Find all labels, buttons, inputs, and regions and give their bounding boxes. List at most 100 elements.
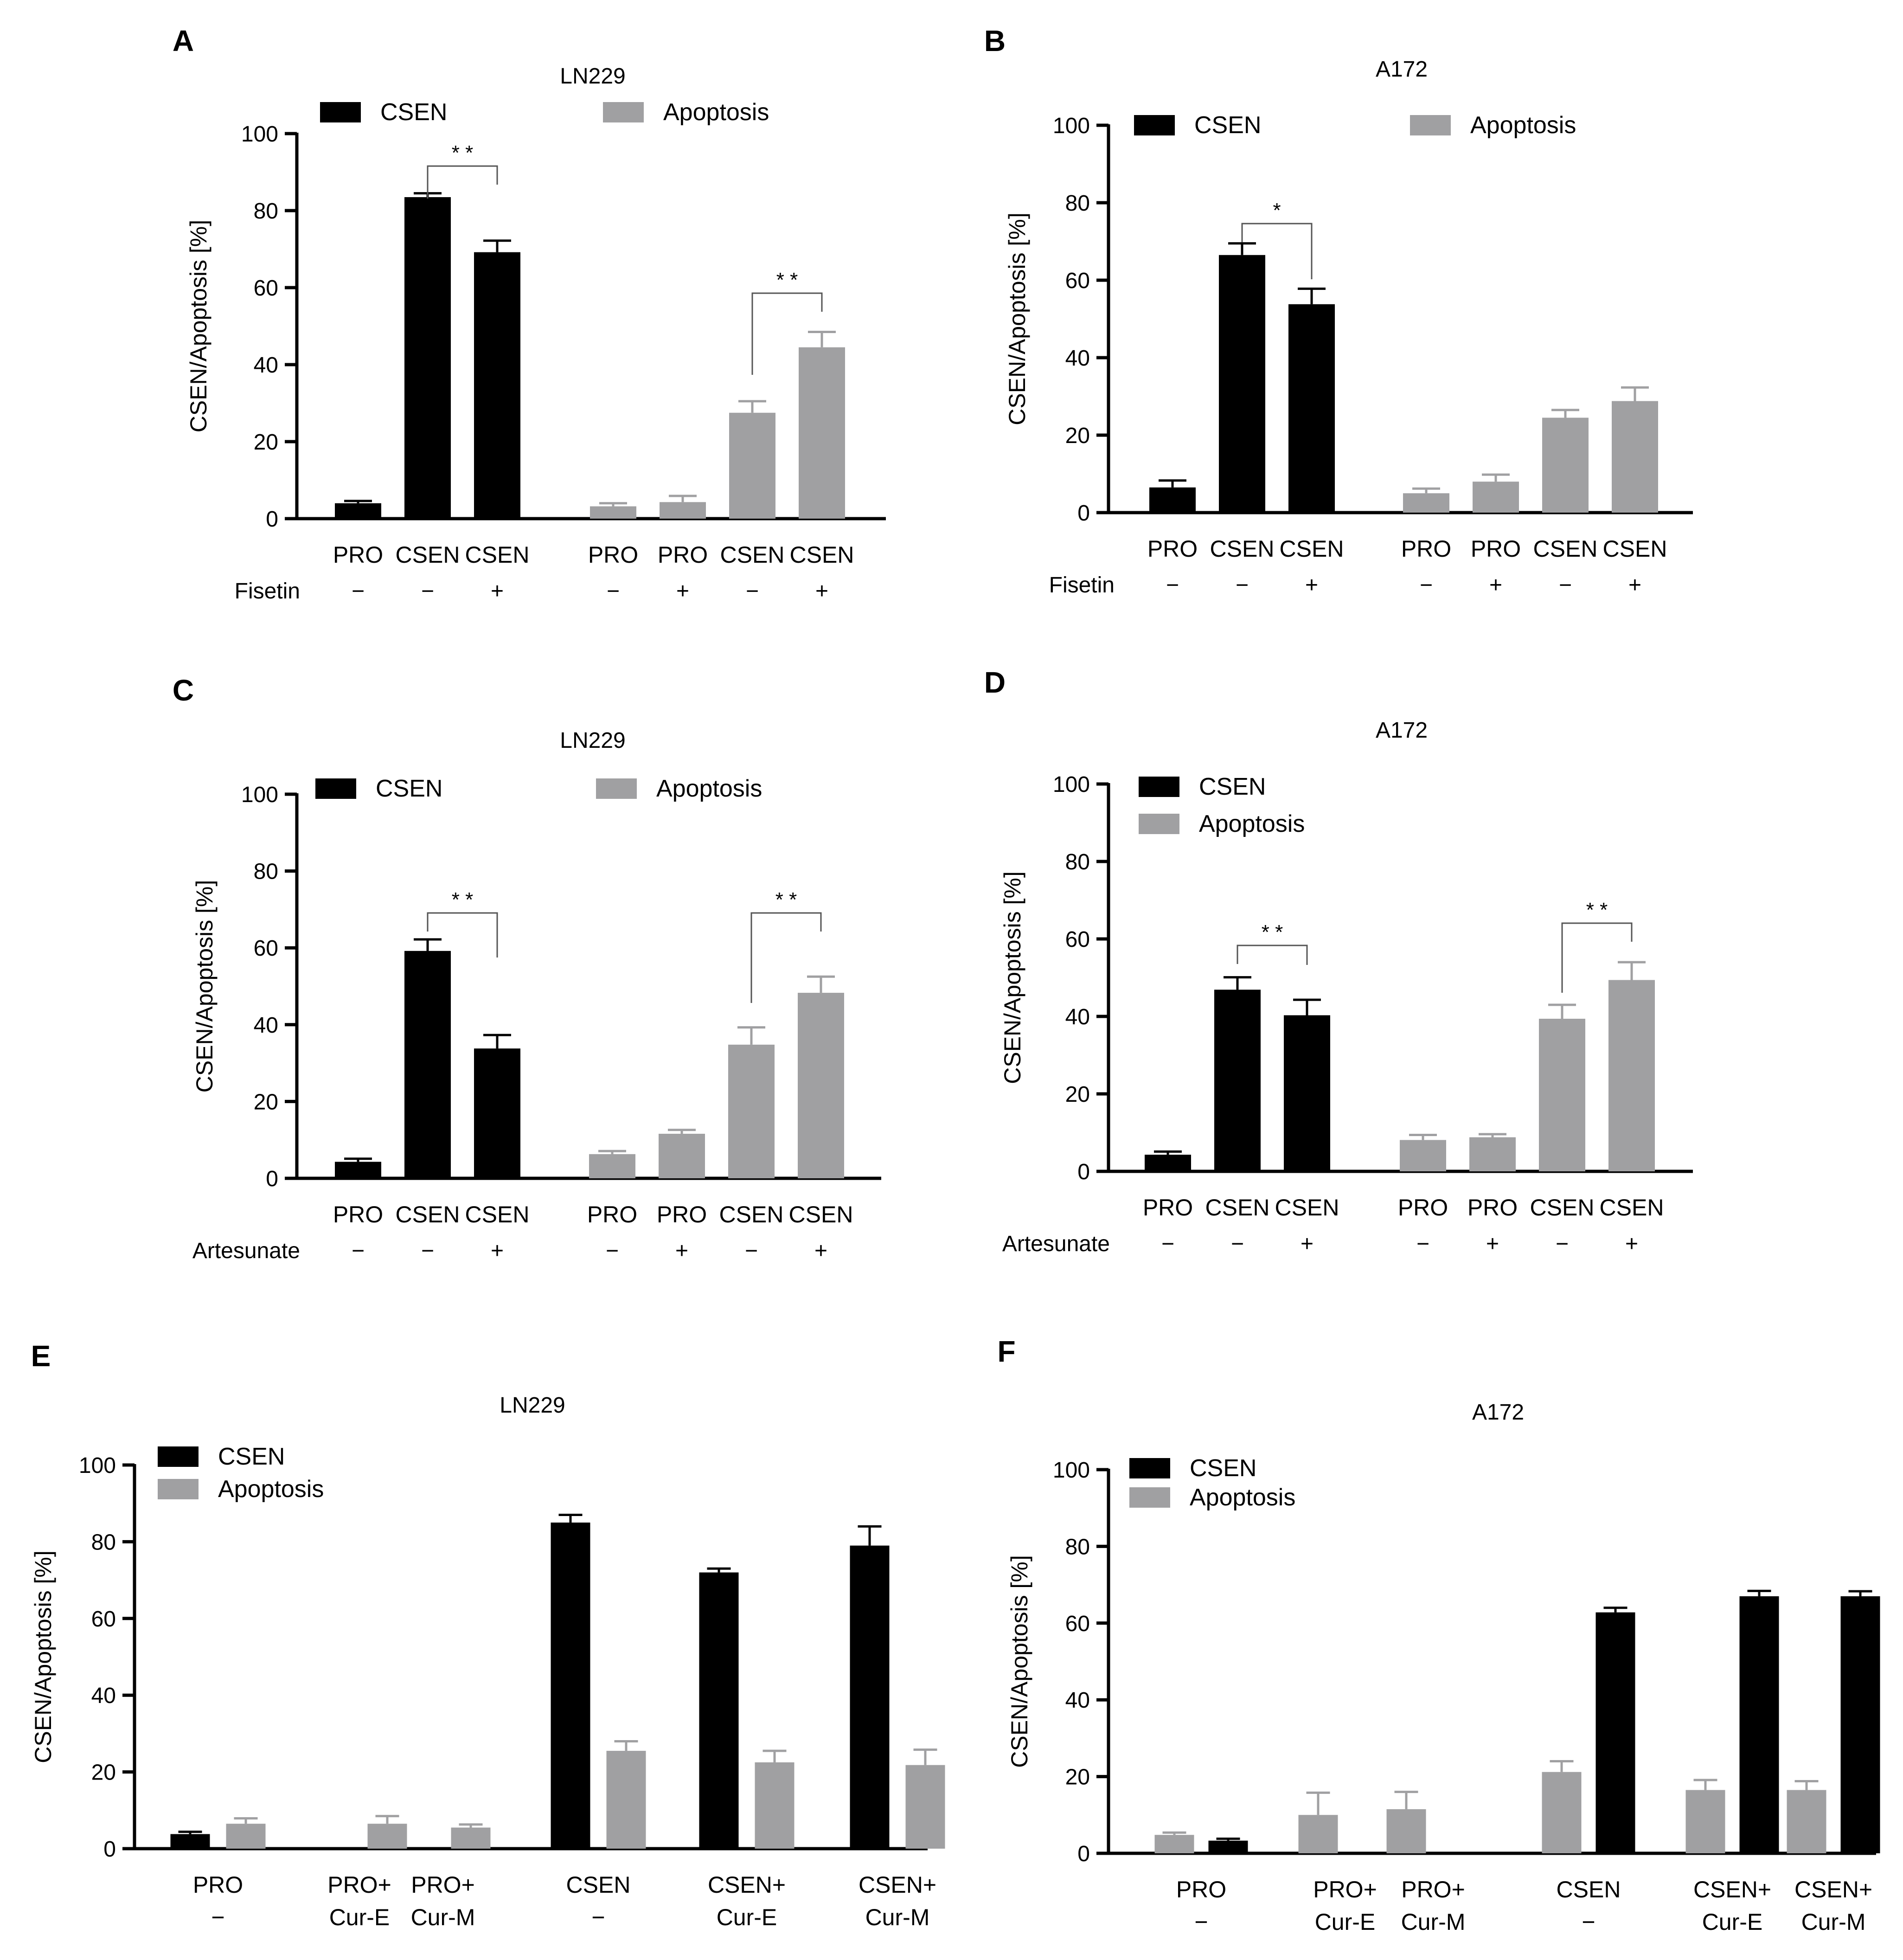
x-category-label: CSEN+ [859, 1872, 936, 1898]
panel-e: E LN229 0 20 40 60 80 100 CSEN/Apoptosis [%] CSEN… [30, 1339, 945, 1930]
x-category-label: CSEN+ [1794, 1876, 1872, 1902]
treatment-label: Artesunate [192, 1239, 300, 1263]
significance-bracket [1237, 945, 1308, 965]
x-category-sublabel: − [591, 1904, 605, 1930]
bar-apoptosis [1400, 1140, 1446, 1171]
x-category-sublabel: Cur-M [1401, 1909, 1466, 1935]
bar-csen [699, 1572, 739, 1849]
x-category-label: PRO [588, 542, 638, 568]
bar-apoptosis [1542, 1772, 1582, 1853]
bar-apoptosis [1469, 1137, 1516, 1171]
y-tick-label: 100 [1053, 1458, 1090, 1483]
bar-csen [1149, 487, 1196, 513]
y-tick-label: 0 [1077, 1842, 1090, 1866]
x-category-label: PRO [1143, 1195, 1193, 1221]
bar-apoptosis [1154, 1835, 1194, 1853]
legend-swatch-apoptosis [1410, 115, 1451, 135]
legend-label-csen: CSEN [218, 1443, 285, 1470]
bar-apoptosis [755, 1762, 795, 1849]
chart-title: A172 [1472, 1400, 1524, 1425]
panel-letter: D [984, 666, 1006, 699]
panel-letter: C [173, 674, 194, 707]
y-tick-label: 20 [91, 1761, 116, 1785]
x-category-label: PRO [657, 1202, 707, 1227]
x-category-label: CSEN [1533, 536, 1598, 562]
significance-bracket [751, 292, 823, 375]
significance-label: * * [775, 888, 797, 911]
x-category-sublabel: Cur-M [411, 1904, 475, 1930]
x-category-label: PRO+ [1313, 1876, 1377, 1902]
legend-swatch-csen [1139, 777, 1179, 797]
y-tick-label: 40 [254, 353, 278, 378]
y-tick-label: 40 [1065, 1688, 1090, 1713]
y-axis-label: CSEN/Apoptosis [%] [186, 220, 211, 433]
legend-label-csen: CSEN [376, 775, 442, 802]
significance-label: * * [1262, 921, 1283, 944]
bar-apoptosis [1612, 401, 1658, 513]
y-tick-label: 60 [91, 1607, 116, 1632]
bar-apoptosis [728, 1044, 775, 1178]
y-axis-label: CSEN/Apoptosis [%] [1000, 871, 1025, 1084]
legend-swatch-csen [315, 778, 356, 799]
x-category-sublabel: − [211, 1904, 224, 1930]
y-tick-label: 0 [266, 1167, 278, 1191]
x-category-label: PRO [1467, 1195, 1518, 1221]
x-category-label: PRO [193, 1872, 243, 1898]
bar-apoptosis [1473, 482, 1519, 513]
treatment-sign: − [352, 1239, 365, 1263]
legend-swatch-apoptosis [1129, 1487, 1170, 1508]
bar-apoptosis [1298, 1815, 1338, 1853]
bar-csen [474, 252, 520, 519]
bar-csen [404, 197, 451, 519]
treatment-sign: − [1420, 573, 1433, 598]
chart-title: A172 [1376, 57, 1428, 82]
bar-csen [1595, 1612, 1635, 1853]
treatment-label: Fisetin [1049, 573, 1115, 598]
x-category-label: CSEN [396, 542, 460, 568]
y-tick-label: 20 [254, 430, 278, 455]
treatment-sign: + [1628, 573, 1641, 598]
x-category-label: CSEN [1603, 536, 1667, 562]
treatment-sign: + [1625, 1232, 1638, 1256]
legend-label-apoptosis: Apoptosis [1190, 1484, 1295, 1511]
x-category-label: PRO [587, 1202, 637, 1227]
y-axis-label: CSEN/Apoptosis [%] [30, 1550, 56, 1763]
x-category-label: CSEN [1280, 536, 1344, 562]
y-tick-label: 100 [241, 783, 278, 807]
legend-label-apoptosis: Apoptosis [1470, 112, 1576, 139]
y-tick-label: 0 [103, 1837, 116, 1862]
treatment-sign: − [1161, 1232, 1174, 1256]
chart-title: A172 [1376, 718, 1428, 743]
bar-apoptosis [1542, 418, 1589, 513]
x-category-sublabel: Cur-M [865, 1904, 930, 1930]
significance-label: * [1273, 199, 1281, 222]
bar-csen [474, 1048, 520, 1178]
y-tick-label: 20 [1065, 424, 1090, 448]
legend-label-csen: CSEN [1194, 112, 1261, 139]
significance-label: * * [452, 141, 473, 164]
treatment-sign: − [607, 579, 620, 604]
y-tick-label: 100 [79, 1453, 116, 1478]
treatment-label: Artesunate [1002, 1232, 1110, 1256]
significance-bracket [427, 912, 498, 958]
y-tick-label: 60 [1065, 269, 1090, 293]
y-tick-label: 60 [1065, 1612, 1090, 1636]
y-tick-label: 0 [1077, 501, 1090, 526]
treatment-sign: + [675, 1239, 688, 1263]
bar-apoptosis [905, 1765, 945, 1849]
legend-label-apoptosis: Apoptosis [663, 99, 769, 126]
bar-apoptosis [1608, 980, 1655, 1171]
treatment-sign: − [606, 1239, 619, 1263]
significance-label: * * [452, 888, 473, 911]
x-category-label: CSEN [789, 1202, 853, 1227]
bar-csen [404, 951, 451, 1178]
bar-apoptosis [606, 1751, 646, 1849]
legend-swatch-csen [1134, 115, 1175, 135]
bar-csen [1739, 1596, 1779, 1853]
bar-apoptosis [451, 1827, 491, 1849]
chart-title: LN229 [500, 1393, 565, 1418]
bar-apoptosis [659, 1133, 705, 1178]
bar-csen [1288, 304, 1335, 513]
treatment-sign: + [1489, 573, 1502, 598]
treatment-sign: + [815, 579, 828, 604]
